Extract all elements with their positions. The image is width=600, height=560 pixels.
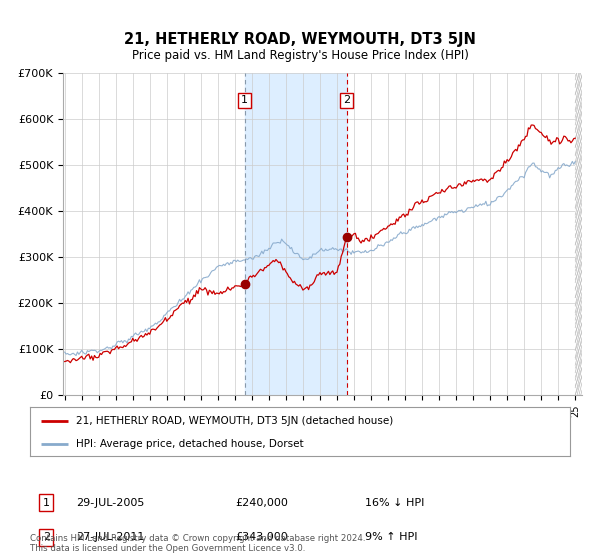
Bar	[245, 73, 347, 395]
Text: Price paid vs. HM Land Registry's House Price Index (HPI): Price paid vs. HM Land Registry's House …	[131, 49, 469, 62]
Text: 16% ↓ HPI: 16% ↓ HPI	[365, 498, 424, 507]
Text: £240,000: £240,000	[235, 498, 288, 507]
Text: 21, HETHERLY ROAD, WEYMOUTH, DT3 5JN (detached house): 21, HETHERLY ROAD, WEYMOUTH, DT3 5JN (de…	[76, 416, 393, 426]
Text: £343,000: £343,000	[235, 533, 288, 542]
Text: 29-JUL-2005: 29-JUL-2005	[76, 498, 144, 507]
Text: 1: 1	[43, 498, 50, 507]
Bar	[575, 73, 582, 395]
Text: Contains HM Land Registry data © Crown copyright and database right 2024.
This d: Contains HM Land Registry data © Crown c…	[30, 534, 365, 553]
Text: 2: 2	[343, 95, 350, 105]
Text: 9% ↑ HPI: 9% ↑ HPI	[365, 533, 418, 542]
Text: HPI: Average price, detached house, Dorset: HPI: Average price, detached house, Dors…	[76, 439, 304, 449]
Text: 21, HETHERLY ROAD, WEYMOUTH, DT3 5JN: 21, HETHERLY ROAD, WEYMOUTH, DT3 5JN	[124, 32, 476, 48]
Text: 27-JUL-2011: 27-JUL-2011	[76, 533, 144, 542]
Text: 2: 2	[43, 533, 50, 542]
Text: 1: 1	[241, 95, 248, 105]
